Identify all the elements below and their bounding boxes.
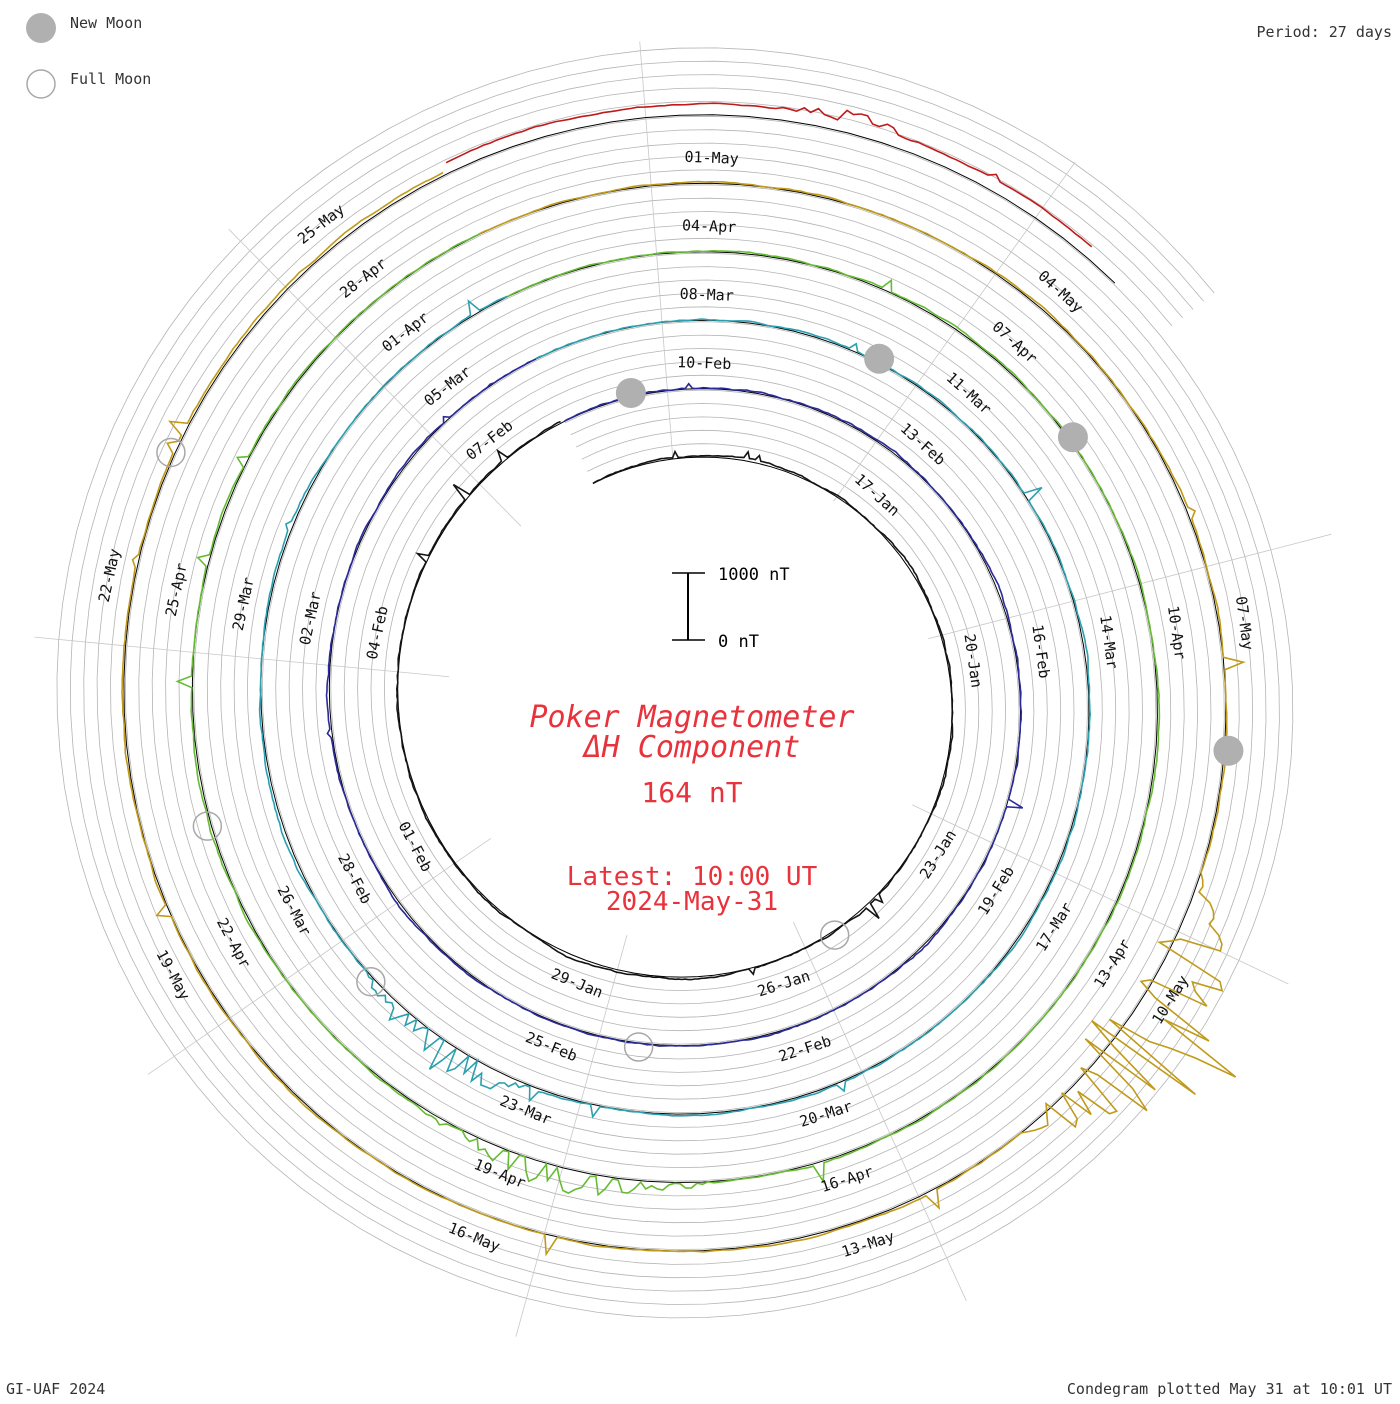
- full-moon-marker: [356, 966, 386, 997]
- new-moon-marker: [615, 377, 646, 408]
- chart-title: Poker Magnetometer: [529, 700, 854, 735]
- new-moon-marker: [1213, 735, 1244, 766]
- new-moon-label: New Moon: [70, 14, 143, 32]
- grid-spoke: [228, 228, 522, 527]
- date-label: 04-Feb: [363, 604, 392, 661]
- latest-date: 2024-May-31: [606, 887, 778, 917]
- date-label: 23-Jan: [916, 827, 960, 882]
- date-label: 10-Apr: [1164, 604, 1189, 660]
- date-label: 02-Mar: [296, 590, 325, 647]
- trace-series-6: [445, 102, 1093, 248]
- date-label: 25-Apr: [162, 561, 191, 618]
- date-label: 29-Jan: [549, 965, 606, 1002]
- date-label: 07-May: [1232, 595, 1257, 651]
- grid-spoke: [515, 935, 628, 1337]
- grid-spoke: [792, 921, 967, 1302]
- date-label: 28-Feb: [334, 851, 375, 907]
- date-label: 10-May: [1148, 972, 1192, 1027]
- footer-credit: GI-UAF 2024: [6, 1380, 106, 1398]
- trace-series-1: [395, 420, 954, 981]
- date-label: 23-Mar: [497, 1092, 554, 1129]
- full-moon-marker: [819, 920, 850, 950]
- new-moon-marker: [1057, 422, 1088, 453]
- new-moon-marker: [864, 343, 895, 374]
- date-label: 10-Feb: [677, 353, 732, 373]
- full-moon-marker: [192, 811, 223, 841]
- date-label: 19-Apr: [471, 1155, 528, 1192]
- moon-layer: [156, 343, 1244, 1062]
- trace-series-5: [121, 171, 1246, 1257]
- grid-layer: [56, 47, 1294, 1319]
- date-label: 26-Mar: [274, 883, 315, 939]
- full-moon-icon: [26, 69, 56, 99]
- date-label: 08-Mar: [679, 285, 734, 305]
- scale-top-label: 1000 nT: [718, 565, 790, 585]
- date-label: 25-May: [294, 200, 348, 247]
- current-value: 164 nT: [641, 776, 742, 809]
- full-moon-marker: [623, 1032, 654, 1062]
- scale-bar: 1000 nT 0 nT: [672, 565, 790, 652]
- date-label: 14-Mar: [1096, 614, 1121, 670]
- spoke-layer: [34, 41, 1332, 1337]
- trace-series-4: [175, 233, 1161, 1197]
- grid-spiral: [96, 87, 1254, 1279]
- trace-layer: [121, 102, 1246, 1257]
- full-moon-marker: [156, 437, 186, 468]
- date-label: 04-Apr: [682, 216, 737, 236]
- trace-series-2: [325, 358, 1024, 1047]
- period-label: Period: 27 days: [1256, 23, 1392, 41]
- grid-spiral: [83, 74, 1267, 1292]
- grid-spoke: [912, 804, 1289, 985]
- grid-spiral: [56, 47, 1294, 1319]
- date-label: 19-May: [153, 947, 194, 1003]
- date-label: 16-Feb: [1028, 623, 1053, 679]
- grid-spoke: [928, 533, 1332, 640]
- date-label: 13-Apr: [1090, 936, 1134, 991]
- date-label: 29-Mar: [229, 576, 258, 633]
- grid-spoke: [147, 838, 492, 1075]
- grid-spoke: [833, 161, 1076, 502]
- grid-spiral: [110, 100, 1240, 1265]
- scale-bottom-label: 0 nT: [718, 632, 759, 652]
- footer-plot-time: Condegram plotted May 31 at 10:01 UT: [1066, 1380, 1392, 1398]
- grid-spoke: [34, 636, 450, 678]
- trace-series-3: [258, 295, 1092, 1119]
- chart-subtitle: ΔH Component: [582, 730, 801, 765]
- date-label: 20-Jan: [960, 633, 985, 689]
- date-label: 19-Feb: [974, 863, 1018, 918]
- date-label: 01-Feb: [395, 819, 436, 875]
- grid-spiral: [69, 60, 1280, 1305]
- date-label: 16-May: [446, 1219, 503, 1256]
- grid-spoke: [639, 41, 674, 457]
- date-label: 01-May: [684, 148, 739, 168]
- new-moon-icon: [26, 13, 56, 43]
- latest-time: Latest: 10:00 UT: [567, 862, 818, 892]
- date-label: 25-Feb: [523, 1028, 580, 1065]
- full-moon-label: Full Moon: [70, 70, 152, 88]
